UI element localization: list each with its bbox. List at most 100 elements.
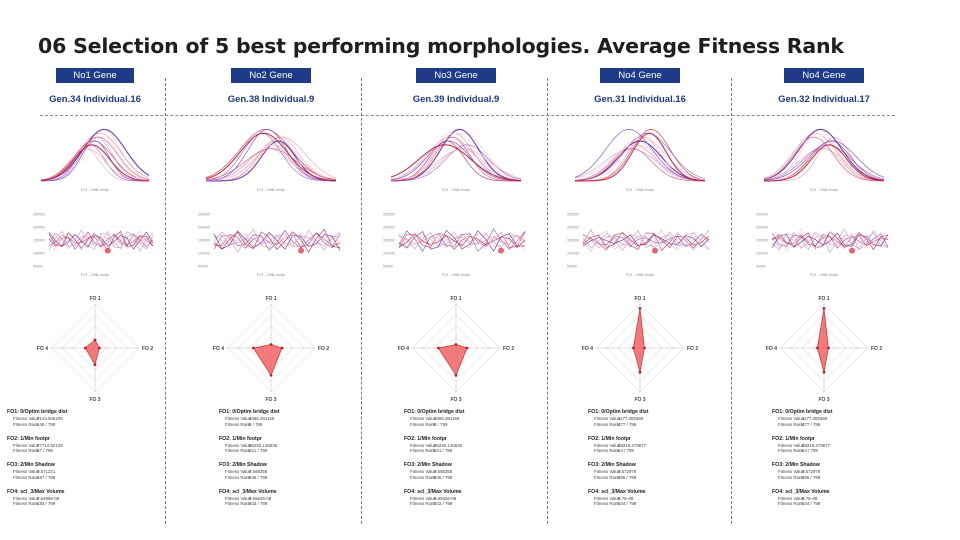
objective-label: FO2: 1/Min footpr [219,435,262,442]
fitness-value-row: Fitness Value 68219.278677 [588,443,649,449]
fitness-line [213,229,341,251]
fitness-line [213,228,341,253]
fitness-value-row: Fitness Value 9.65826-08 [219,496,280,502]
fitness-value-row: Fitness Value 1095.281159 [404,416,465,422]
fitness-rank: 14 / 799 [618,448,634,454]
fitness-value-row: Fitness Value 1177.082655 [772,416,833,422]
radar-axis-label: FO 1 [89,296,100,302]
column-divider [547,78,548,524]
y-tick-label: 100000 [756,252,768,256]
fitness-value-label: Fitness Value [13,495,40,501]
fitness-value-label: Fitness Value [778,495,805,501]
radar-chart: FO 1 FO 2 FO 3 FO 4 [582,296,698,403]
objective-block: FO4: scl_3/Max Volume Fitness Value 9.6582… [404,488,465,515]
distribution-curve [390,129,522,180]
distribution-curve [205,148,337,181]
objective-label: FO1: 0/Optim bridge dist [219,409,280,415]
fitness-line [48,231,154,250]
dist-axis-label: FO1 - 1/Min footpr [257,188,286,192]
fitness-value-label: Fitness Value [225,469,252,474]
fitness-value-label: Fitness Value [410,442,437,448]
distribution-curve [763,132,885,182]
fitness-value: 0.568358 [249,469,268,474]
fitness-rank: 546 / 799 [249,474,268,480]
radar-point [93,338,97,342]
radar-axis-label: FO 3 [265,397,276,403]
radar-point [280,346,284,350]
fitness-rank-row: Fitness Rank 183 / 799 [7,501,68,507]
fitness-line [771,228,889,253]
page-title: 06 Selection of 5 best performing morpho… [38,34,844,58]
radar-axis-label: FO 3 [818,397,829,403]
header-separator [40,115,895,116]
fitness-line [398,229,525,252]
distribution-chart: FO1 - 1/Min footpr [574,129,706,192]
gene-column: No2 Gene Gen.38 Individual.9 FO1 - 1/Min f… [181,68,361,528]
generation-fitness-chart: 250000 200000 150000 100000 50000 FO1 - 1/Min… [198,213,341,277]
objective-label: FO2: 1/Min footpr [588,435,631,442]
fitness-rank-label: Fitness Rank [778,501,804,507]
objective-block: FO1: 0/Optim bridge dist Fitness Value 714… [7,408,68,435]
fitness-rank: 395 / 799 [802,474,821,480]
objective-block: FO3: 2/Min Shadow Fitness Value 0.572978 Fi… [588,461,649,488]
selected-marker [652,247,658,254]
y-tick-label: 200000 [383,226,395,230]
fitness-rank: 87 / 799 [37,448,53,454]
radar-axis-label: FO 4 [37,346,48,352]
fitness-value: 7144.655205 [37,416,63,421]
generation-label: Gen.31 Individual.16 [594,94,686,105]
fitness-value-row: Fitness Value 0.572978 [772,469,833,475]
objective-label: FO1: 0/Optim bridge dist [404,409,465,415]
objective-label: FO4: scl_3/Max Volume [219,488,277,495]
distribution-curve [205,128,336,182]
fitness-rank-row: Fitness Rank 487 / 799 [7,475,68,481]
y-tick-label: 150000 [198,239,210,243]
radar-point [822,370,826,374]
fitness-rank-row: Fitness Rank 221 / 799 [404,448,465,454]
objective-label: FO4: scl_3/Max Volume [588,488,646,495]
fitness-objectives: FO1: 0/Optim bridge dist Fitness Value 109… [404,408,465,514]
fitness-rank-label: Fitness Rank [13,501,39,507]
distribution-curve [40,144,150,182]
y-tick-label: 150000 [383,239,395,243]
fitness-line [398,232,526,250]
fitness-rank-label: Fitness Rank [594,448,620,454]
fitness-rank: 5 / 799 [434,421,448,427]
objective-block: FO4: scl_3/Max Volume Fitness Value 9.6582… [219,488,280,515]
fitness-line [582,229,710,253]
fitness-value-row: Fitness Value 7.64996-08 [7,496,68,502]
objective-label: FO3: 2/Min Shadow [404,462,452,468]
gene-badge: No4 Gene [600,68,680,83]
distribution-curve [763,128,885,181]
fitness-objectives: FO1: 0/Optim bridge dist Fitness Value 117… [588,408,649,514]
y-tick-label: 150000 [567,239,579,243]
gene-badge: No4 Gene [784,68,864,83]
fitness-value: 0.571221 [37,469,56,474]
fitness-value-row: Fitness Value 95250.146636 [219,443,280,449]
fitness-line [48,230,154,252]
fitness-line [213,230,341,251]
fitness-value-label: Fitness Value [410,416,437,421]
distribution-curve [391,144,522,182]
column-divider [731,78,732,524]
radar-axis-label: FO 1 [634,296,645,302]
fitness-rank-label: Fitness Rank [225,501,251,507]
fitness-value-row: Fitness Value 6.7E-08 [772,496,833,502]
y-tick-label: 50000 [567,265,577,269]
distribution-curve [574,136,706,181]
fitness-rank-label: Fitness Rank [778,421,804,427]
objective-label: FO4: scl_3/Max Volume [772,488,830,495]
y-tick-label: 250000 [198,213,210,217]
radar-point [643,346,646,350]
distribution-chart: FO1 - 1/Min footpr [390,128,522,192]
radar-axis-label: FO 4 [766,346,777,352]
selected-marker [298,247,304,254]
objective-block: FO2: 1/Min footpr Fitness Value 95250.1466… [219,435,280,462]
dist-axis-label: FO1 - 1/Min footpr [81,188,110,192]
radar-axis-label: FO 4 [582,346,593,352]
fitness-value-label: Fitness Value [410,495,437,501]
radar-point [454,373,458,377]
radar-point [454,343,458,346]
generation-fitness-chart: 250000 200000 150000 100000 50000 FO1 - 1/Min… [567,213,710,277]
y-tick-label: 200000 [198,226,210,230]
